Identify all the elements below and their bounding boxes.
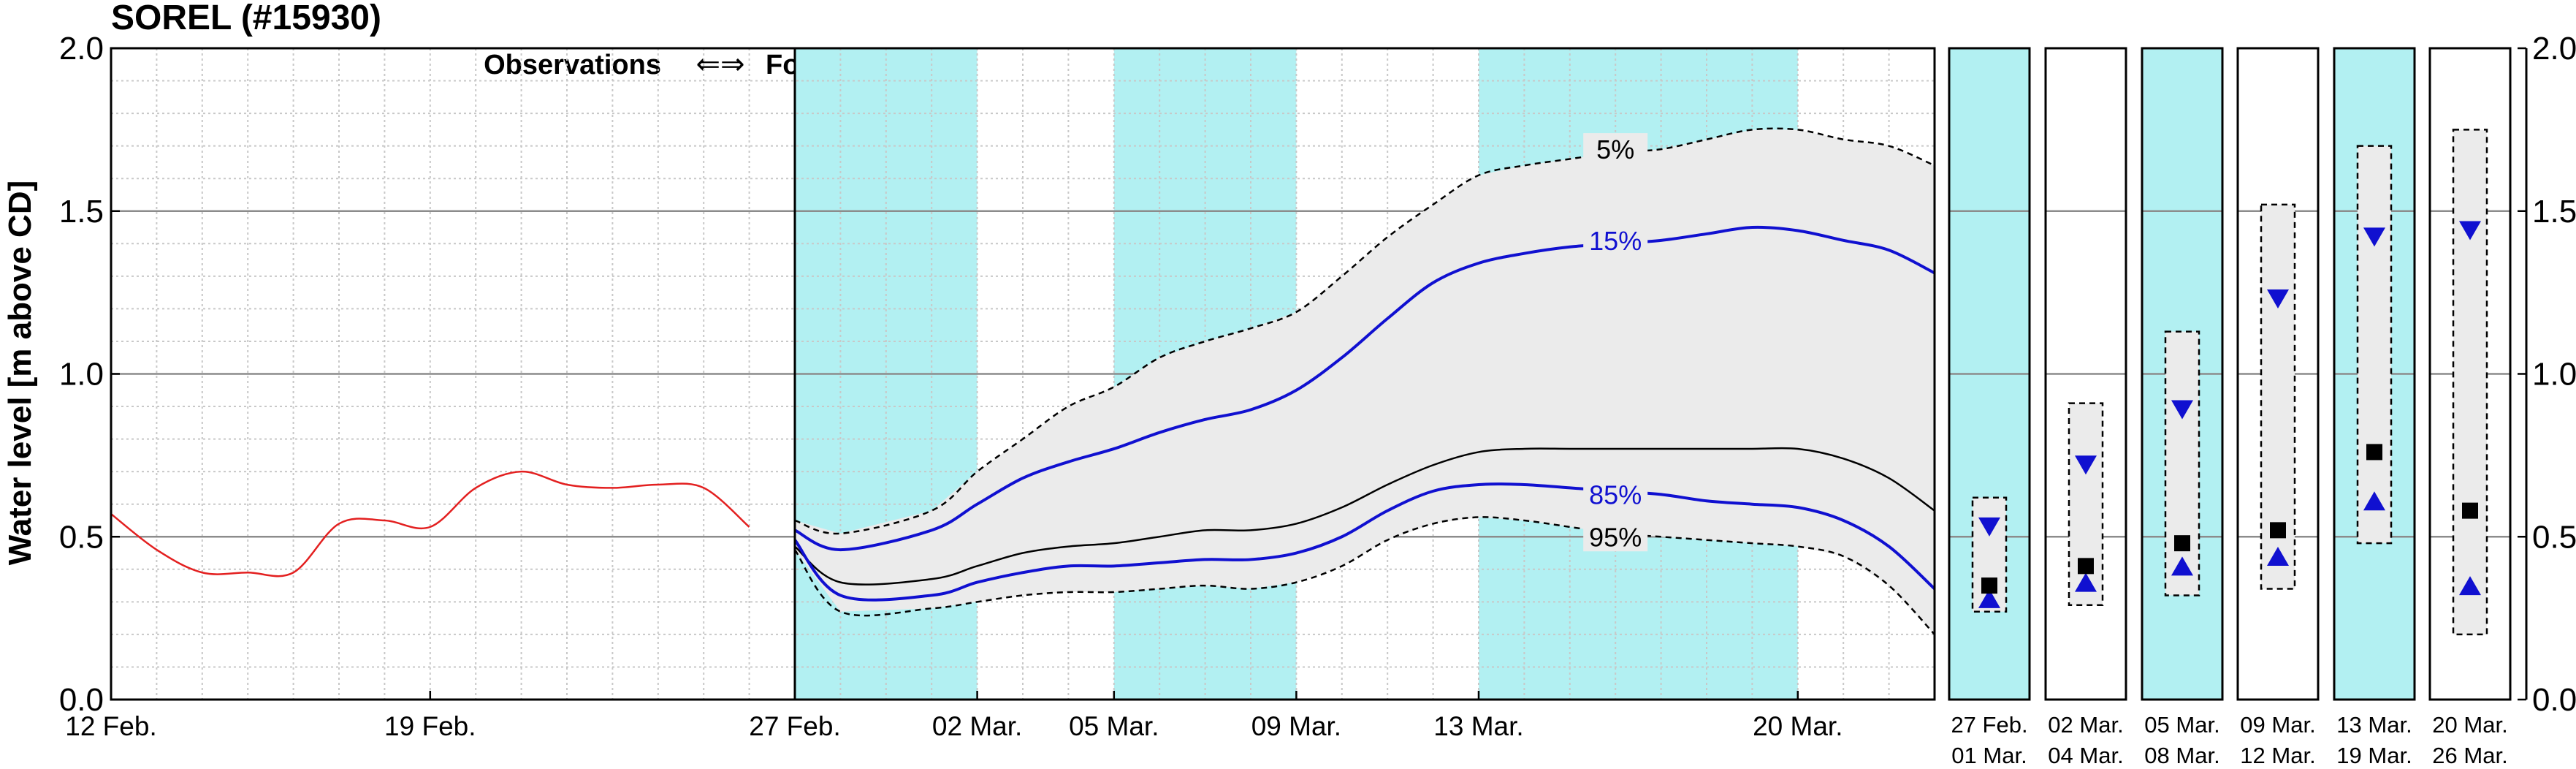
x-tick-label: 02 Mar. [932, 711, 1022, 741]
x-tick-label: 05 Mar. [1069, 711, 1159, 741]
line-label-5pct: 5% [1596, 135, 1634, 164]
period-q85-marker-5 [2459, 576, 2481, 596]
right-y-tick-label: 1.5 [2532, 194, 2576, 230]
period-q15-marker-2 [2171, 400, 2193, 420]
x-tick-label: 12 Feb. [65, 711, 156, 741]
y-tick-label: 0.0 [59, 682, 104, 718]
period-q85-marker-1 [2075, 572, 2097, 592]
period-median-marker-2 [2174, 535, 2190, 552]
line-label-95pct: 95% [1589, 522, 1642, 552]
period-panel-frame-5 [2428, 47, 2512, 701]
period-label-bottom-5: 26 Mar. [2432, 743, 2507, 768]
period-range-box-5 [2452, 129, 2488, 636]
period-panel-frame-4 [2333, 47, 2416, 701]
x-tick-label: 20 Mar. [1753, 711, 1843, 741]
series-line-5pct [794, 127, 1935, 535]
period-label-bottom-3: 12 Mar. [2240, 743, 2315, 768]
series-line-median [794, 447, 1935, 586]
period-median-marker-4 [2366, 444, 2382, 461]
line-label-bg [1583, 133, 1648, 164]
period-q15-marker-5 [2459, 221, 2481, 240]
period-label-bottom-1: 04 Mar. [2048, 743, 2123, 768]
period-q85-marker-2 [2171, 556, 2193, 576]
y-tick-label: 2.0 [59, 31, 104, 67]
period-label-bottom-4: 19 Mar. [2336, 743, 2412, 768]
observations-label: Observations [484, 50, 661, 80]
period-range-box-4 [2356, 145, 2393, 545]
y-tick-label: 1.0 [59, 357, 104, 393]
right-y-tick-label: 1.0 [2532, 357, 2576, 393]
uncertainty-band [795, 129, 1935, 634]
period-label-bottom-2: 08 Mar. [2144, 743, 2219, 768]
period-label-top-5: 20 Mar. [2432, 712, 2507, 738]
series-line-observations [110, 470, 750, 577]
y-tick-label: 0.5 [59, 519, 104, 555]
period-panel-frame-1 [2044, 47, 2127, 701]
x-tick-label: 09 Mar. [1251, 711, 1341, 741]
period-q85-marker-3 [2267, 546, 2289, 566]
right-y-tick-label: 0.5 [2532, 519, 2576, 555]
period-label-bottom-0: 01 Mar. [1951, 743, 2027, 768]
period-median-marker-5 [2462, 502, 2478, 519]
right-y-tick-label: 0.0 [2532, 682, 2576, 718]
period-label-top-1: 02 Mar. [2048, 712, 2123, 738]
line-label-bg [1583, 224, 1648, 255]
period-q85-marker-4 [2363, 491, 2385, 511]
period-median-marker-3 [2270, 522, 2286, 539]
line-label-85pct: 85% [1589, 480, 1642, 509]
period-q15-marker-3 [2267, 289, 2289, 309]
series-line-15pct [794, 225, 1935, 552]
period-label-top-0: 27 Feb. [1951, 712, 2027, 738]
line-label-bg [1583, 520, 1648, 552]
period-panel-frame-3 [2236, 47, 2320, 701]
chart-title: SOREL (#15930) [111, 0, 381, 37]
period-q15-marker-1 [2075, 455, 2097, 475]
x-tick-label: 13 Mar. [1433, 711, 1523, 741]
y-axis-label: Water level [m above CD] [2, 181, 38, 566]
period-panel-frame-0 [1948, 47, 2031, 701]
series-line-85pct [793, 482, 1936, 602]
period-label-top-4: 13 Mar. [2336, 712, 2412, 738]
right-y-tick-label: 2.0 [2532, 31, 2576, 67]
period-q15-marker-0 [1978, 517, 2000, 537]
period-q85-marker-0 [1978, 588, 2000, 608]
line-label-bg [1583, 478, 1648, 509]
period-range-box-2 [2164, 330, 2200, 596]
x-tick-label: 27 Feb. [749, 711, 840, 741]
period-median-marker-1 [2078, 558, 2094, 575]
period-label-top-3: 09 Mar. [2240, 712, 2315, 738]
period-q15-marker-4 [2363, 227, 2385, 247]
line-label-15pct: 15% [1589, 226, 1642, 256]
x-tick-label: 19 Feb. [384, 711, 476, 741]
y-tick-label: 1.5 [59, 194, 104, 230]
period-panel-frame-2 [2141, 47, 2224, 701]
period-median-marker-0 [1981, 577, 1997, 594]
period-label-top-2: 05 Mar. [2144, 712, 2219, 738]
